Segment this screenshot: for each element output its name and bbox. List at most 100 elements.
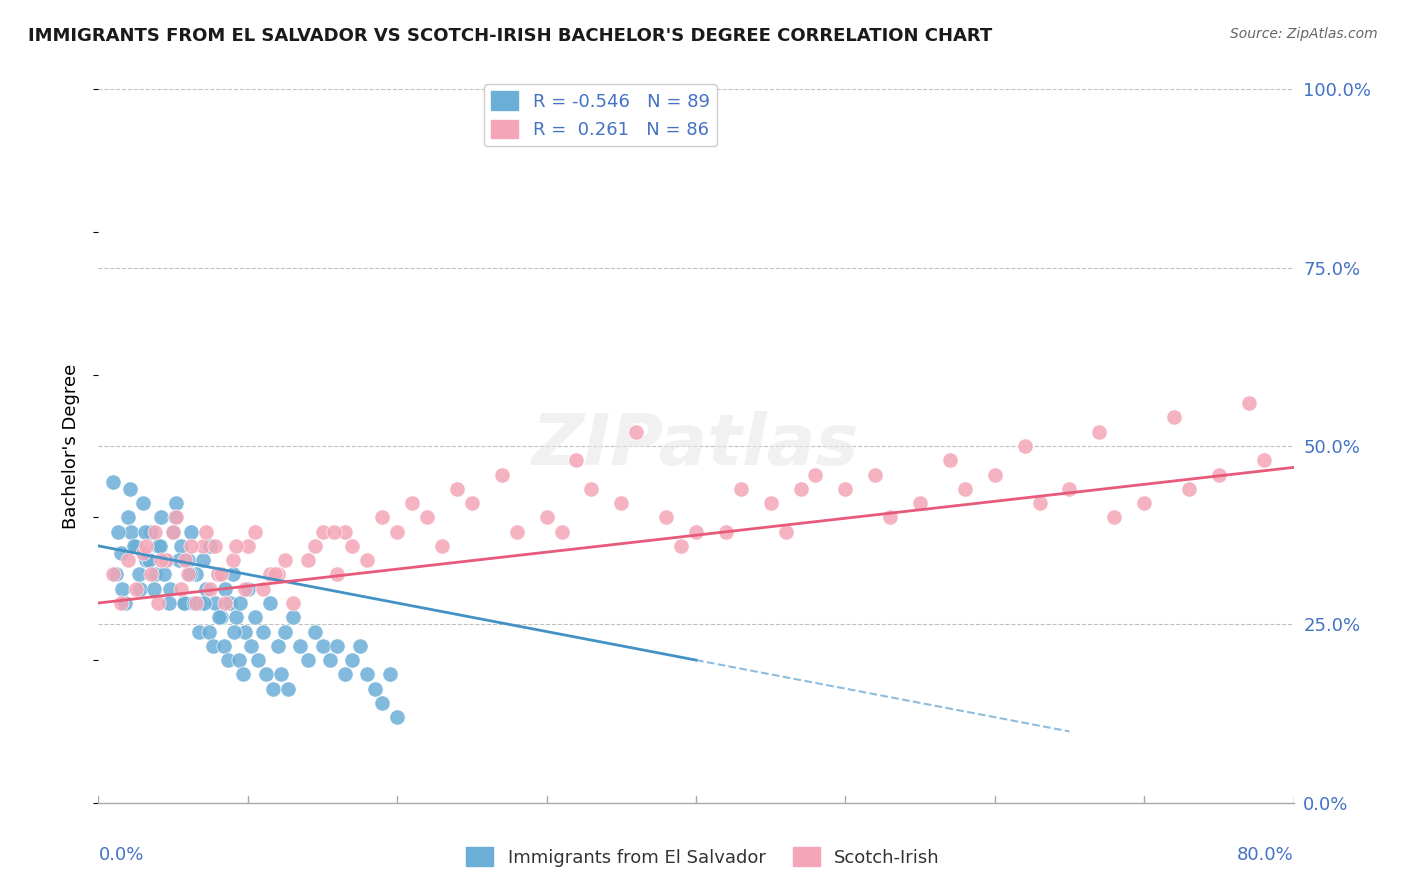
Point — [165, 496, 187, 510]
Point — [132, 546, 155, 560]
Point — [1088, 425, 1111, 439]
Point — [1253, 453, 1275, 467]
Point — [865, 467, 887, 482]
Point — [685, 524, 707, 539]
Point — [184, 567, 207, 582]
Point — [326, 567, 349, 582]
Point — [135, 539, 157, 553]
Point — [364, 681, 387, 696]
Point — [326, 639, 349, 653]
Point — [143, 567, 166, 582]
Point — [177, 553, 200, 567]
Point — [118, 482, 141, 496]
Point — [214, 582, 236, 596]
Point — [228, 653, 250, 667]
Point — [208, 610, 231, 624]
Point — [416, 510, 439, 524]
Point — [430, 539, 453, 553]
Point — [195, 524, 218, 539]
Point — [247, 653, 270, 667]
Point — [834, 482, 856, 496]
Point — [191, 539, 214, 553]
Point — [114, 596, 136, 610]
Point — [180, 524, 202, 539]
Text: 80.0%: 80.0% — [1237, 846, 1294, 863]
Point — [274, 624, 297, 639]
Point — [219, 596, 242, 610]
Point — [179, 567, 201, 582]
Point — [217, 653, 239, 667]
Point — [263, 567, 285, 582]
Point — [610, 496, 633, 510]
Point — [953, 482, 976, 496]
Point — [491, 467, 513, 482]
Point — [148, 539, 170, 553]
Point — [188, 596, 211, 610]
Point — [202, 639, 225, 653]
Point — [288, 639, 311, 653]
Point — [110, 546, 132, 560]
Point — [669, 539, 692, 553]
Point — [222, 553, 245, 567]
Point — [536, 510, 558, 524]
Point — [117, 510, 139, 524]
Point — [200, 539, 222, 553]
Point — [204, 596, 226, 610]
Point — [277, 681, 299, 696]
Point — [222, 567, 245, 582]
Point — [385, 710, 409, 724]
Point — [267, 567, 290, 582]
Point — [378, 667, 401, 681]
Point — [281, 596, 304, 610]
Point — [111, 582, 134, 596]
Point — [401, 496, 423, 510]
Point — [304, 624, 326, 639]
Point — [139, 567, 162, 582]
Point — [1014, 439, 1036, 453]
Point — [259, 596, 281, 610]
Point — [207, 567, 229, 582]
Point — [162, 524, 184, 539]
Point — [323, 524, 346, 539]
Point — [107, 524, 129, 539]
Point — [103, 475, 125, 489]
Point — [191, 553, 214, 567]
Point — [124, 539, 146, 553]
Point — [319, 653, 342, 667]
Point — [195, 582, 218, 596]
Text: Source: ZipAtlas.com: Source: ZipAtlas.com — [1230, 27, 1378, 41]
Point — [245, 524, 267, 539]
Point — [165, 510, 187, 524]
Point — [120, 524, 142, 539]
Point — [270, 667, 292, 681]
Point — [193, 596, 215, 610]
Point — [187, 624, 209, 639]
Point — [908, 496, 931, 510]
Point — [371, 696, 394, 710]
Point — [342, 653, 364, 667]
Point — [135, 553, 157, 567]
Point — [142, 582, 165, 596]
Point — [169, 582, 191, 596]
Point — [333, 524, 356, 539]
Point — [129, 582, 152, 596]
Point — [162, 524, 184, 539]
Point — [125, 539, 148, 553]
Point — [209, 610, 232, 624]
Point — [229, 596, 252, 610]
Point — [446, 482, 468, 496]
Point — [163, 510, 186, 524]
Point — [180, 539, 202, 553]
Point — [655, 510, 678, 524]
Point — [177, 567, 200, 582]
Point — [233, 582, 256, 596]
Point — [209, 567, 232, 582]
Point — [714, 524, 737, 539]
Point — [804, 467, 827, 482]
Legend: Immigrants from El Salvador, Scotch-Irish: Immigrants from El Salvador, Scotch-Iris… — [458, 840, 948, 874]
Point — [262, 681, 284, 696]
Point — [224, 624, 246, 639]
Point — [159, 582, 181, 596]
Text: ZIPatlas: ZIPatlas — [533, 411, 859, 481]
Point — [1237, 396, 1260, 410]
